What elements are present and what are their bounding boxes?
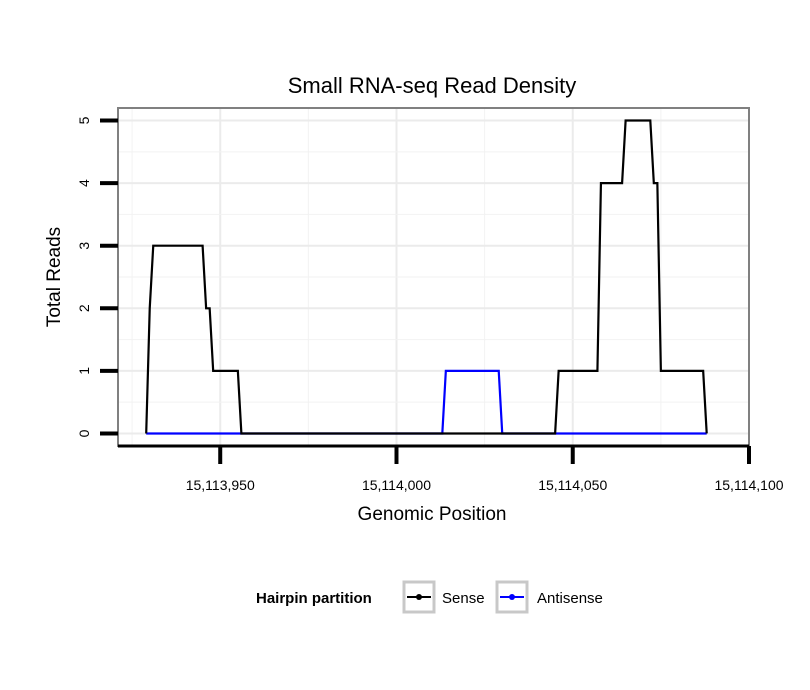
y-tick-label-0: 0 bbox=[76, 429, 92, 437]
legend-key-sense-point bbox=[416, 594, 422, 600]
x-axis-title: Genomic Position bbox=[358, 504, 507, 525]
x-tick-label-0: 15,113,950 bbox=[186, 477, 255, 493]
legend: Hairpin partition Sense Antisense bbox=[256, 580, 603, 614]
y-tick-label-5: 5 bbox=[76, 116, 92, 124]
legend-key-antisense-point bbox=[509, 594, 515, 600]
y-axis-title: Total Reads bbox=[44, 227, 65, 327]
legend-title: Hairpin partition bbox=[256, 590, 372, 607]
y-axis: 0 1 2 3 4 5 bbox=[76, 116, 118, 437]
y-tick-label-3: 3 bbox=[76, 242, 92, 250]
x-axis: 15,113,950 15,114,000 15,114,050 15,114,100 bbox=[118, 444, 784, 493]
grid bbox=[118, 108, 749, 446]
legend-label-antisense: Antisense bbox=[537, 590, 603, 607]
y-tick-label-1: 1 bbox=[76, 367, 92, 375]
series-line-sense bbox=[145, 119, 708, 435]
y-tick-label-2: 2 bbox=[76, 304, 92, 312]
x-tick-label-1: 15,114,000 bbox=[362, 477, 431, 493]
series-layer bbox=[145, 119, 708, 435]
x-tick-label-2: 15,114,050 bbox=[538, 477, 607, 493]
y-tick-label-4: 4 bbox=[76, 179, 92, 187]
x-tick-label-3: 15,114,100 bbox=[714, 477, 783, 493]
chart-title: Small RNA-seq Read Density bbox=[288, 73, 577, 98]
legend-label-sense: Sense bbox=[442, 590, 485, 607]
